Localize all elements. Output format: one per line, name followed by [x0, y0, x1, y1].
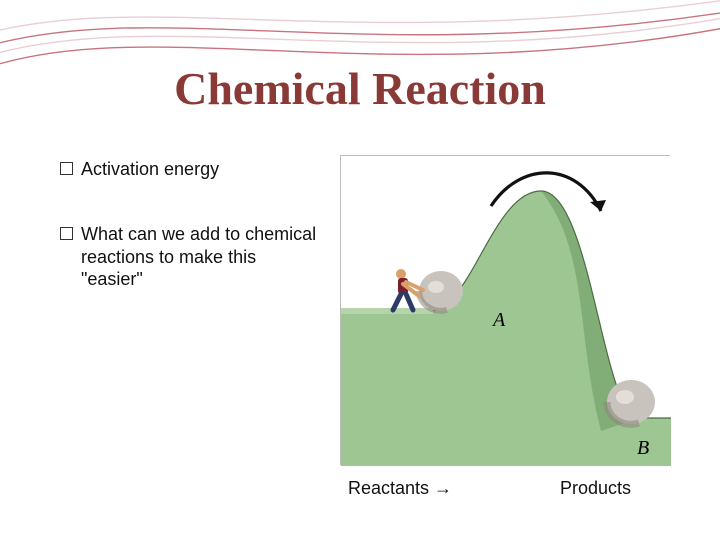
caption-reactants: Reactants →: [348, 478, 452, 499]
bullet-1-text: Activation energy: [81, 158, 219, 181]
page-title: Chemical Reaction: [0, 62, 720, 115]
checkbox-icon: [60, 162, 73, 175]
caption-products: Products: [560, 478, 631, 499]
label-a: A: [491, 309, 506, 331]
bullet-2-lead: What can we add: [81, 224, 220, 244]
activation-energy-figure: A B: [340, 155, 670, 465]
bullet-1: Activation energy: [60, 158, 320, 181]
bullet-2-text: What can we add to chemical reactions to…: [81, 223, 320, 291]
label-b: B: [637, 437, 649, 459]
checkbox-icon: [60, 227, 73, 240]
boulder-a: [419, 271, 463, 311]
boulder-b: [607, 380, 655, 424]
bullet-2: What can we add to chemical reactions to…: [60, 223, 320, 291]
